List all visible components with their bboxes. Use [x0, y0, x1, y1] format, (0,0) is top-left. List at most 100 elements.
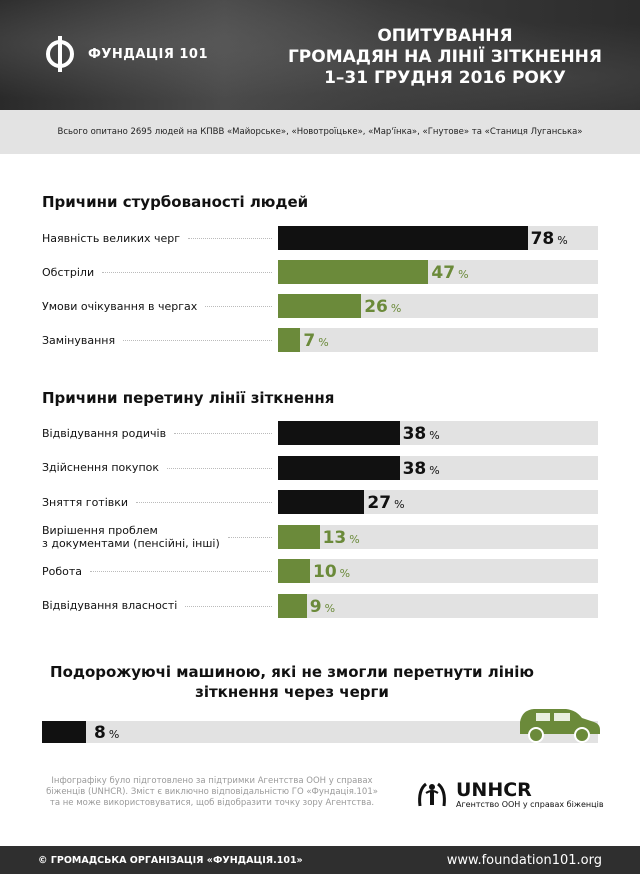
leader-dots: [90, 571, 272, 572]
car-bar-fill: [42, 721, 87, 743]
title-line: ГРОМАДЯН НА ЛІНІЇ ЗІТКНЕННЯ: [287, 47, 602, 67]
car-bar-percent: %: [108, 728, 120, 741]
bar-row: Здійснення покупок 38%: [42, 455, 598, 480]
bar-track: 38%: [278, 421, 598, 445]
bar: [278, 524, 320, 549]
bar-value-label: 47%: [431, 260, 468, 284]
bar-percent-sign: %: [339, 567, 351, 580]
bar-value-label: 13%: [323, 525, 360, 549]
bar-row: Замінування 7%: [42, 328, 598, 352]
bar-value-label: 78%: [531, 226, 568, 250]
unhcr-name: UNHCR: [456, 778, 532, 801]
bar-percent-sign: %: [458, 268, 469, 281]
bar-row: Умови очікування в чергах 26%: [42, 294, 598, 318]
bar-row: Відвідування власності 9%: [42, 593, 598, 618]
bar: [278, 559, 310, 583]
survey-summary-text: Всього опитано 2695 людей на КПВВ «Майор…: [57, 127, 583, 137]
bar: [278, 328, 301, 352]
title-line: ОПИТУВАННЯ: [377, 26, 513, 46]
bar-track: 13%: [278, 524, 598, 549]
bar-percent-sign: %: [429, 463, 440, 477]
bar-label: Відвідування родичів: [42, 426, 167, 440]
car-bar-number: 8: [94, 723, 106, 743]
page-title: ОПИТУВАННЯ ГРОМАДЯН НА ЛІНІЇ ЗІТКНЕННЯ 1…: [288, 26, 602, 89]
bar-percent-sign: %: [390, 302, 402, 315]
unhcr-logo: UNHCR Агентство ООН у справах біженців: [414, 776, 604, 812]
chart2-title: Причини перетину лінії зіткнення: [42, 389, 335, 407]
bar-value: 26: [364, 297, 388, 317]
bar-value-label: 7%: [303, 328, 328, 352]
bar-percent-sign: %: [349, 532, 360, 546]
title-line: 1–31 ГРУДНЯ 2016 РОКУ: [324, 68, 566, 88]
bar-label: Умови очікування в чергах: [42, 299, 198, 313]
bar-value: 47: [431, 263, 456, 283]
bar-value: 78: [530, 229, 555, 249]
bar-value-label: 10%: [313, 559, 350, 583]
bar: [278, 421, 400, 445]
leader-dots: [185, 605, 272, 607]
bar-percent-sign: %: [394, 498, 405, 511]
bar-value: 38: [402, 458, 427, 479]
header-photo: [0, 0, 640, 110]
bar-percent-sign: %: [324, 601, 336, 615]
leader-dots: [205, 306, 272, 307]
leader-dots: [188, 238, 272, 239]
bar-label: Робота: [42, 564, 83, 578]
bar-track: 26%: [278, 294, 598, 318]
disclaimer: Інфографіку було підготовлено за підтрим…: [46, 776, 378, 808]
bar-value-label: 9%: [310, 594, 335, 618]
leader-dots: [136, 502, 272, 503]
bar-value-label: 38%: [403, 456, 440, 480]
bar-row: Обстріли 47%: [42, 260, 598, 284]
car-bar-track: 8 %: [42, 721, 598, 743]
bar-label: Наявність великих черг: [42, 231, 181, 245]
bar: [278, 294, 362, 318]
bar-track: 47%: [278, 260, 598, 284]
bar-label: Вирішення проблем з документами (пенсійн…: [42, 523, 220, 550]
unhcr-emblem-icon: [418, 782, 446, 807]
bar-value-label: 27%: [367, 490, 404, 514]
leader-dots: [228, 536, 272, 538]
bar-track: 10%: [278, 559, 598, 583]
bar-label: Зняття готівки: [42, 495, 129, 509]
bar-track: 27%: [278, 490, 598, 514]
header-banner: ФУНДАЦІЯ 101 ОПИТУВАННЯ ГРОМАДЯН НА ЛІНІ…: [0, 0, 640, 110]
bar-value-label: 38%: [403, 421, 440, 445]
leader-dots: [123, 340, 272, 341]
bar-value: 27: [367, 493, 392, 513]
bar-percent-sign: %: [557, 234, 568, 247]
bar-value: 9: [309, 596, 322, 617]
car-bar-value: 8 %: [94, 721, 119, 743]
bar: [278, 260, 429, 284]
bar-label: Відвідування власності: [42, 599, 178, 612]
bar-row: Відвідування родичів 38%: [42, 421, 598, 445]
footer: © ГРОМАДСЬКА ОРГАНІЗАЦІЯ «ФУНДАЦІЯ.101» …: [0, 846, 640, 874]
bar-row: Робота 10%: [42, 559, 598, 583]
bar: [278, 226, 528, 250]
foundation-logo-icon: [46, 36, 74, 72]
bar-value-label: 26%: [364, 294, 401, 318]
bar-label: Здійснення покупок: [42, 461, 160, 474]
leader-dots: [102, 272, 272, 273]
foundation-logo: ФУНДАЦІЯ 101: [40, 34, 208, 74]
bar-row: Зняття готівки 27%: [42, 490, 598, 514]
footer-url-link[interactable]: www.foundation101.org: [446, 852, 602, 868]
chart1-title: Причини стурбованості людей: [42, 193, 309, 211]
chart3-title: Подорожуючі машиною, які не змогли перет…: [50, 663, 534, 701]
unhcr-subtitle: Агентство ООН у справах біженців: [456, 799, 604, 809]
survey-summary: Всього опитано 2695 людей на КПВВ «Майор…: [0, 110, 640, 154]
bar-percent-sign: %: [429, 429, 440, 442]
leader-dots: [174, 433, 272, 434]
bar-value: 38: [402, 424, 427, 444]
bar-value: 10: [313, 562, 337, 582]
leader-dots: [167, 467, 272, 469]
bar-label: Замінування: [42, 333, 116, 347]
bar-row: Вирішення проблем з документами (пенсійн…: [42, 523, 598, 550]
bar-track: 38%: [278, 455, 598, 480]
bar-track: 9%: [278, 593, 598, 618]
bar: [278, 490, 365, 514]
bar: [278, 593, 307, 618]
car-icon: [520, 709, 600, 743]
bar-label: Обстріли: [42, 265, 95, 279]
footer-org: © ГРОМАДСЬКА ОРГАНІЗАЦІЯ «ФУНДАЦІЯ.101»: [38, 854, 303, 866]
